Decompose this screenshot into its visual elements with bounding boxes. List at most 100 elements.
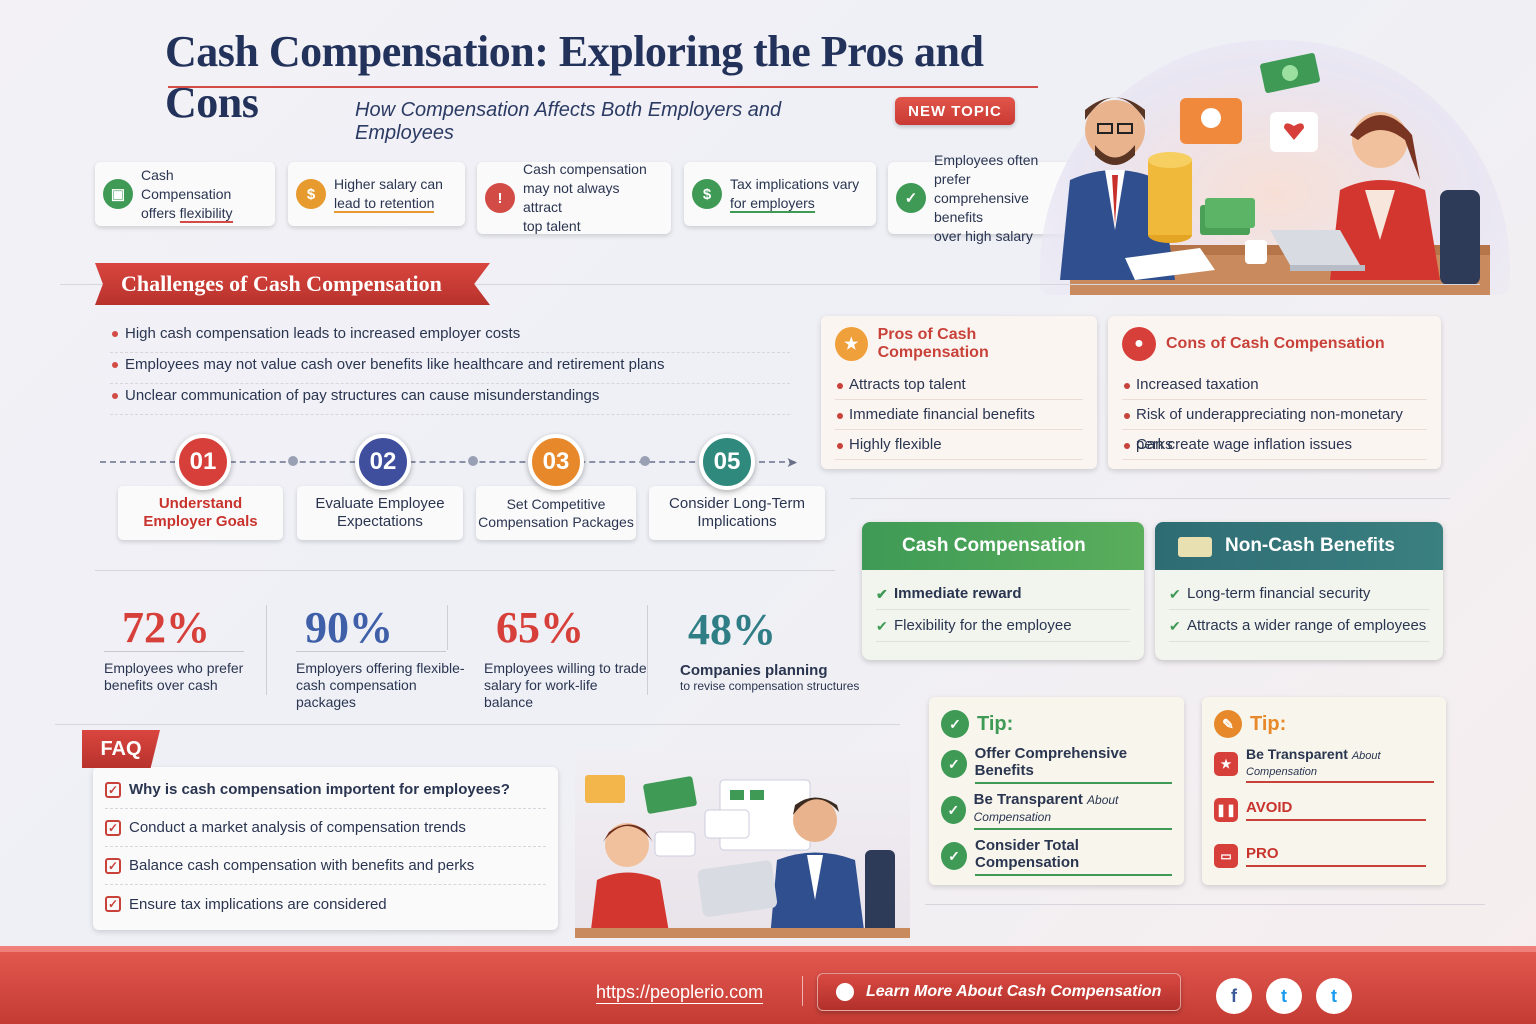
fact-text: Tax implications vary [730, 176, 860, 192]
fact-card: $ Tax implications vary for employers [684, 162, 876, 226]
alert-badge-icon: ● [1122, 327, 1156, 361]
stat-text: benefits over cash [104, 677, 218, 693]
stat-text: Companies planning [680, 662, 828, 679]
step-card[interactable]: Understand Employer Goals [118, 486, 283, 540]
list-item: Attracts top talent [835, 370, 1083, 400]
step-label: Expectations [337, 513, 423, 530]
faq-tag: FAQ [82, 730, 160, 768]
warning-shield-icon: ! [485, 183, 515, 213]
tip-text: Offer Comprehensive Benefits [974, 744, 1128, 779]
check-shield-icon: ✓ [941, 796, 966, 824]
steps-connector [100, 461, 795, 463]
pros-card: ★ Pros of Cash Compensation Attracts top … [821, 316, 1097, 469]
step-dot [288, 456, 298, 466]
list-item: Employees may not value cash over benefi… [110, 353, 790, 384]
fact-text: over high salary [934, 227, 1033, 244]
checkbox-icon[interactable]: ✓ [105, 781, 121, 798]
faq-text: Conduct a market analysis of compensatio… [129, 819, 466, 836]
check-badge-icon: ✓ [941, 710, 969, 738]
tip-card: ✎ Tip: ★ Be Transparent About Compensation… [1202, 697, 1446, 885]
fact-card: $ Higher salary can lead to retention [288, 162, 465, 226]
new-topic-badge[interactable]: NEW TOPIC [895, 97, 1015, 125]
faq-item[interactable]: ✓ Ensure tax implications are considered [105, 885, 546, 923]
fact-text: Higher salary can [334, 176, 443, 192]
step-dot [640, 456, 650, 466]
arrow-circle-icon [836, 983, 854, 1001]
page-subtitle: How Compensation Affects Both Employers … [355, 99, 782, 144]
stat-value: 72% [122, 603, 210, 652]
stat-text: Employers offering flexible- [296, 660, 465, 676]
fact-text: comprehensive benefits [934, 189, 1029, 225]
fact-card: ▣ Cash Compensation offers flexibility [95, 162, 275, 226]
fact-text: may not always attract [523, 180, 620, 215]
consultation-illustration [575, 750, 910, 938]
stat-label: Employees who prefer benefits over cash [104, 660, 264, 694]
stat-value: 65% [496, 603, 584, 652]
step-label: Evaluate Employee [315, 495, 445, 512]
step-label: Understand [158, 495, 243, 512]
faq-item[interactable]: ✓ Conduct a market analysis of compensati… [105, 809, 546, 847]
step-card[interactable]: Consider Long-Term Implications [649, 486, 825, 540]
cons-card: ● Cons of Cash Compensation Increased tax… [1108, 316, 1441, 469]
tip-text: Be Transparent [1246, 745, 1352, 762]
stat-text: Employees willing to trade [484, 660, 647, 676]
dollar-coin-icon: $ [692, 179, 722, 209]
faq-card: ✓ Why is cash compensation importent for … [93, 767, 558, 930]
website-link[interactable]: https://peoplerio.com [596, 982, 764, 1004]
checkbox-icon[interactable]: ✓ [105, 896, 121, 912]
section-divider [925, 904, 1485, 905]
list-item: Increased taxation [1122, 370, 1427, 400]
fact-highlight: lead to retention [334, 195, 435, 213]
section-divider [95, 570, 835, 571]
learn-more-label: Learn More About Cash Compensation [866, 983, 1162, 1000]
check-shield-icon: ✓ [941, 842, 967, 870]
tip-text: AVOID [1246, 799, 1426, 821]
pencil-badge-icon: ✎ [1214, 710, 1242, 738]
check-shield-icon: ✓ [896, 183, 926, 213]
learn-more-button[interactable]: Learn More About Cash Compensation [817, 973, 1181, 1011]
fact-text: offers [141, 204, 180, 221]
step-card[interactable]: Set Competitive Compensation Packages [476, 486, 636, 540]
office-meeting-illustration [1040, 40, 1510, 295]
check-shield-icon: ✓ [941, 750, 967, 778]
faq-text: Why is cash compensation importent for e… [129, 781, 510, 798]
challenges-list: High cash compensation leads to increase… [110, 322, 790, 415]
list-item: Immediate financial benefits [835, 400, 1083, 430]
facebook-icon[interactable]: f [1216, 978, 1252, 1014]
list-item: Unclear communication of pay structures … [110, 384, 790, 415]
checkbox-icon[interactable]: ✓ [105, 819, 121, 836]
fact-text: top talent [523, 218, 581, 234]
checkbox-icon[interactable]: ✓ [105, 857, 121, 874]
step-card[interactable]: Evaluate Employee Expectations [297, 486, 463, 540]
step-label: Set Competitive [506, 496, 606, 512]
stat-separator [647, 605, 648, 695]
stat-underline [104, 651, 244, 652]
stat-value: 90% [305, 603, 393, 652]
star-badge-icon: ★ [835, 327, 868, 361]
faq-item[interactable]: ✓ Why is cash compensation importent for … [105, 771, 546, 809]
dollar-coin-icon: $ [296, 179, 326, 209]
section-divider [850, 498, 1450, 499]
twitter-icon[interactable]: t [1316, 978, 1352, 1014]
faq-item[interactable]: ✓ Balance cash compensation with benefits… [105, 847, 546, 885]
money-icon: ▣ [103, 179, 133, 209]
stat-separator [447, 605, 448, 650]
title-underline [168, 86, 1038, 88]
section-divider [55, 724, 900, 725]
twitter-icon[interactable]: t [1266, 978, 1302, 1014]
tip-card: ✓ Tip: ✓ Offer Comprehensive Benefits ✓ Be … [929, 697, 1184, 885]
tip-text: Consider Total Compensation [974, 836, 1080, 871]
list-item: Highly flexible [835, 430, 1083, 460]
stat-label: Employees willing to trade salary for wor… [484, 660, 649, 711]
list-item: Long-term financial security [1169, 578, 1429, 610]
stat-underline [296, 651, 446, 652]
step-number: 02 [355, 434, 411, 490]
tip-heading: Tip: [977, 712, 1014, 735]
stat-value: 48% [688, 605, 776, 654]
pause-icon: ❚❚ [1214, 798, 1238, 822]
step-number: 03 [528, 434, 584, 490]
faq-text: Balance cash compensation with benefits … [129, 857, 475, 874]
fact-card: ! Cash compensation may not always attra… [477, 161, 671, 234]
fact-text: Cash Compensation [141, 166, 232, 202]
tip-heading: Tip: [1250, 712, 1287, 735]
